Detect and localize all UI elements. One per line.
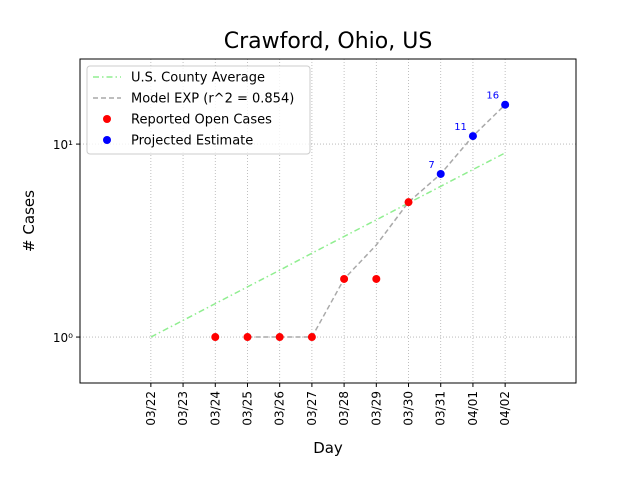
point	[307, 333, 316, 342]
x-tick-label: 03/25	[240, 391, 254, 426]
y-axis-label: # Cases	[20, 190, 38, 252]
data-label: 16	[486, 91, 499, 102]
x-tick-label: 03/29	[369, 391, 383, 426]
legend-label: Projected Estimate	[131, 134, 253, 149]
y-tick-label: 10¹	[53, 138, 73, 152]
point	[243, 333, 252, 342]
x-tick-label: 03/28	[337, 391, 351, 426]
point	[340, 274, 349, 283]
data-label: 7	[428, 160, 434, 171]
point	[372, 274, 381, 283]
plot-frame	[79, 58, 577, 384]
x-tick-label: 03/31	[434, 391, 448, 426]
point	[404, 198, 413, 207]
x-tick-label: 04/01	[466, 391, 480, 426]
point	[275, 333, 284, 342]
data-label: 11	[454, 122, 467, 133]
legend-swatch	[103, 136, 111, 144]
x-tick-label: 03/26	[273, 391, 287, 426]
line	[247, 104, 506, 338]
point	[468, 132, 477, 141]
point	[436, 169, 445, 178]
chart-title: Crawford, Ohio, US	[224, 29, 433, 54]
legend-swatch	[103, 115, 111, 123]
x-axis-label: Day	[313, 439, 343, 457]
x-tick-label: 03/30	[402, 391, 416, 426]
point	[501, 100, 510, 109]
y-tick-label: 10⁰	[53, 331, 73, 345]
point	[211, 333, 220, 342]
legend-label: Reported Open Cases	[131, 113, 272, 128]
legend-label: U.S. County Average	[131, 71, 265, 86]
legend-label: Model EXP (r^2 = 0.854)	[131, 92, 294, 107]
x-tick-label: 04/02	[498, 391, 512, 426]
x-tick-label: 03/24	[208, 391, 222, 426]
legend-frame	[86, 65, 311, 155]
x-tick-label: 03/23	[176, 391, 190, 426]
x-tick-label: 03/22	[144, 391, 158, 426]
x-tick-label: 03/27	[305, 391, 319, 426]
